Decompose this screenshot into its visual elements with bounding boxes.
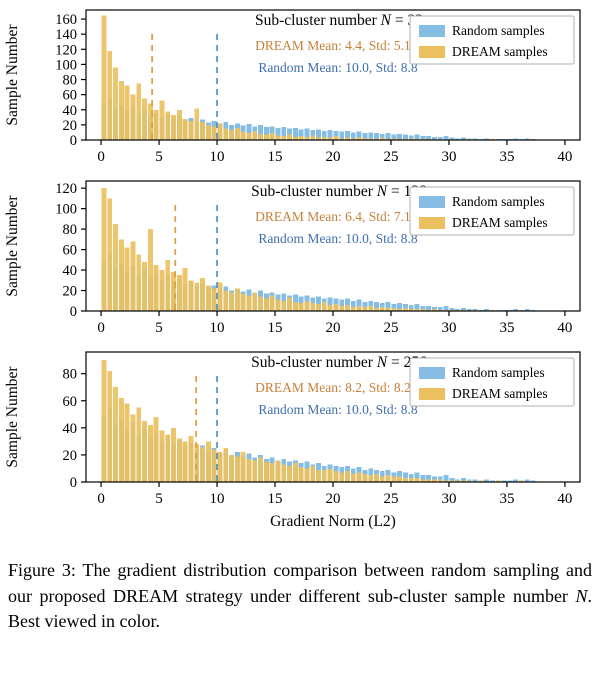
svg-text:140: 140	[55, 27, 77, 43]
svg-text:0: 0	[70, 133, 77, 149]
svg-text:60: 60	[63, 243, 78, 259]
svg-text:25: 25	[383, 149, 398, 165]
svg-text:10: 10	[210, 149, 225, 165]
svg-text:20: 20	[326, 320, 341, 336]
svg-text:Random samples: Random samples	[452, 365, 545, 380]
svg-text:25: 25	[383, 491, 398, 507]
figure-caption: Figure 3: The gradient distribution comp…	[8, 558, 592, 635]
caption-text: Figure 3: The gradient distribution comp…	[8, 560, 592, 606]
svg-text:40: 40	[557, 320, 572, 336]
y-axis-label: Sample Number	[4, 366, 21, 468]
svg-text:100: 100	[55, 57, 77, 73]
svg-text:Random samples: Random samples	[452, 23, 545, 38]
x-axis-label: Gradient Norm (L2)	[270, 513, 396, 530]
svg-text:80: 80	[63, 73, 78, 89]
dream-mean-annotation: DREAM Mean: 4.4, Std: 5.1	[255, 38, 411, 53]
svg-text:15: 15	[268, 149, 283, 165]
bars-dream	[101, 360, 524, 483]
bars-dream	[101, 15, 495, 141]
figure-3-charts: 0 20 40 60 80 100 120 140 160 0 5 10 15 20 25 30 35 40 Sub…	[0, 2, 600, 544]
svg-text:0: 0	[70, 475, 77, 491]
svg-text:60: 60	[63, 394, 78, 410]
svg-text:20: 20	[326, 149, 341, 165]
caption-variable-n: N	[575, 585, 588, 606]
svg-text:120: 120	[55, 42, 77, 58]
histogram-n256: 0 20 40 60 80 0 5 10 15 20 25 30 35 40 Sub-cluster num…	[0, 344, 600, 544]
svg-text:35: 35	[499, 149, 514, 165]
svg-text:20: 20	[63, 284, 78, 300]
y-axis-label: Sample Number	[4, 24, 21, 126]
bars-dream	[101, 188, 524, 311]
caption-text-end: . Best viewed in color.	[8, 585, 592, 632]
subplot-title: Sub-cluster number N = 128	[251, 183, 427, 200]
legend: Random samples DREAM samples	[409, 15, 575, 65]
svg-text:30: 30	[441, 149, 456, 165]
svg-text:5: 5	[155, 491, 163, 507]
svg-text:20: 20	[63, 448, 78, 464]
histogram-svg: 0 20 40 60 80 100 120 0 5 10 15 20 25 30 35 40 Sub-clust…	[4, 180, 581, 336]
svg-text:DREAM samples: DREAM samples	[452, 44, 548, 59]
svg-text:35: 35	[499, 491, 514, 507]
histogram-n128: 0 20 40 60 80 100 120 0 5 10 15 20 25 30 35 40 Sub-clust…	[0, 173, 600, 344]
svg-text:120: 120	[55, 181, 77, 197]
histogram-n32: 0 20 40 60 80 100 120 140 160 0 5 10 15 20 25 30 35 40 Sub…	[0, 2, 600, 173]
svg-text:40: 40	[63, 263, 78, 279]
svg-text:0: 0	[70, 304, 77, 320]
svg-text:30: 30	[441, 491, 456, 507]
legend: Random samples DREAM samples	[409, 357, 575, 407]
svg-text:80: 80	[63, 367, 78, 383]
svg-text:5: 5	[155, 149, 163, 165]
y-axis-label: Sample Number	[4, 195, 21, 297]
random-mean-annotation: Random Mean: 10.0, Std: 8.8	[258, 231, 418, 246]
svg-text:0: 0	[97, 149, 105, 165]
svg-text:25: 25	[383, 320, 398, 336]
svg-text:10: 10	[210, 491, 225, 507]
random-mean-annotation: Random Mean: 10.0, Std: 8.8	[258, 60, 418, 75]
svg-text:5: 5	[155, 320, 163, 336]
svg-text:0: 0	[97, 320, 105, 336]
svg-text:10: 10	[210, 320, 225, 336]
svg-text:60: 60	[63, 88, 78, 104]
subplot-title: Sub-cluster number N = 32	[255, 12, 423, 29]
svg-text:20: 20	[63, 118, 78, 134]
svg-text:40: 40	[63, 103, 78, 119]
dream-mean-annotation: DREAM Mean: 8.2, Std: 8.2	[255, 380, 411, 395]
dream-mean-annotation: DREAM Mean: 6.4, Std: 7.1	[255, 209, 411, 224]
subplot-title: Sub-cluster number N = 256	[251, 354, 427, 371]
legend: Random samples DREAM samples	[409, 186, 575, 236]
svg-text:0: 0	[97, 491, 105, 507]
svg-text:DREAM samples: DREAM samples	[452, 386, 548, 401]
svg-text:160: 160	[55, 12, 77, 28]
random-mean-annotation: Random Mean: 10.0, Std: 8.8	[258, 402, 418, 417]
svg-text:Random samples: Random samples	[452, 194, 545, 209]
svg-text:15: 15	[268, 491, 283, 507]
svg-text:35: 35	[499, 320, 514, 336]
svg-text:40: 40	[557, 491, 572, 507]
svg-text:15: 15	[268, 320, 283, 336]
svg-text:100: 100	[55, 202, 77, 218]
histogram-svg: 0 20 40 60 80 0 5 10 15 20 25 30 35 40 Sub-cluster num…	[4, 351, 581, 530]
svg-text:DREAM samples: DREAM samples	[452, 215, 548, 230]
svg-text:40: 40	[63, 421, 78, 437]
svg-text:40: 40	[557, 149, 572, 165]
svg-text:80: 80	[63, 222, 78, 238]
svg-text:20: 20	[326, 491, 341, 507]
svg-text:30: 30	[441, 320, 456, 336]
